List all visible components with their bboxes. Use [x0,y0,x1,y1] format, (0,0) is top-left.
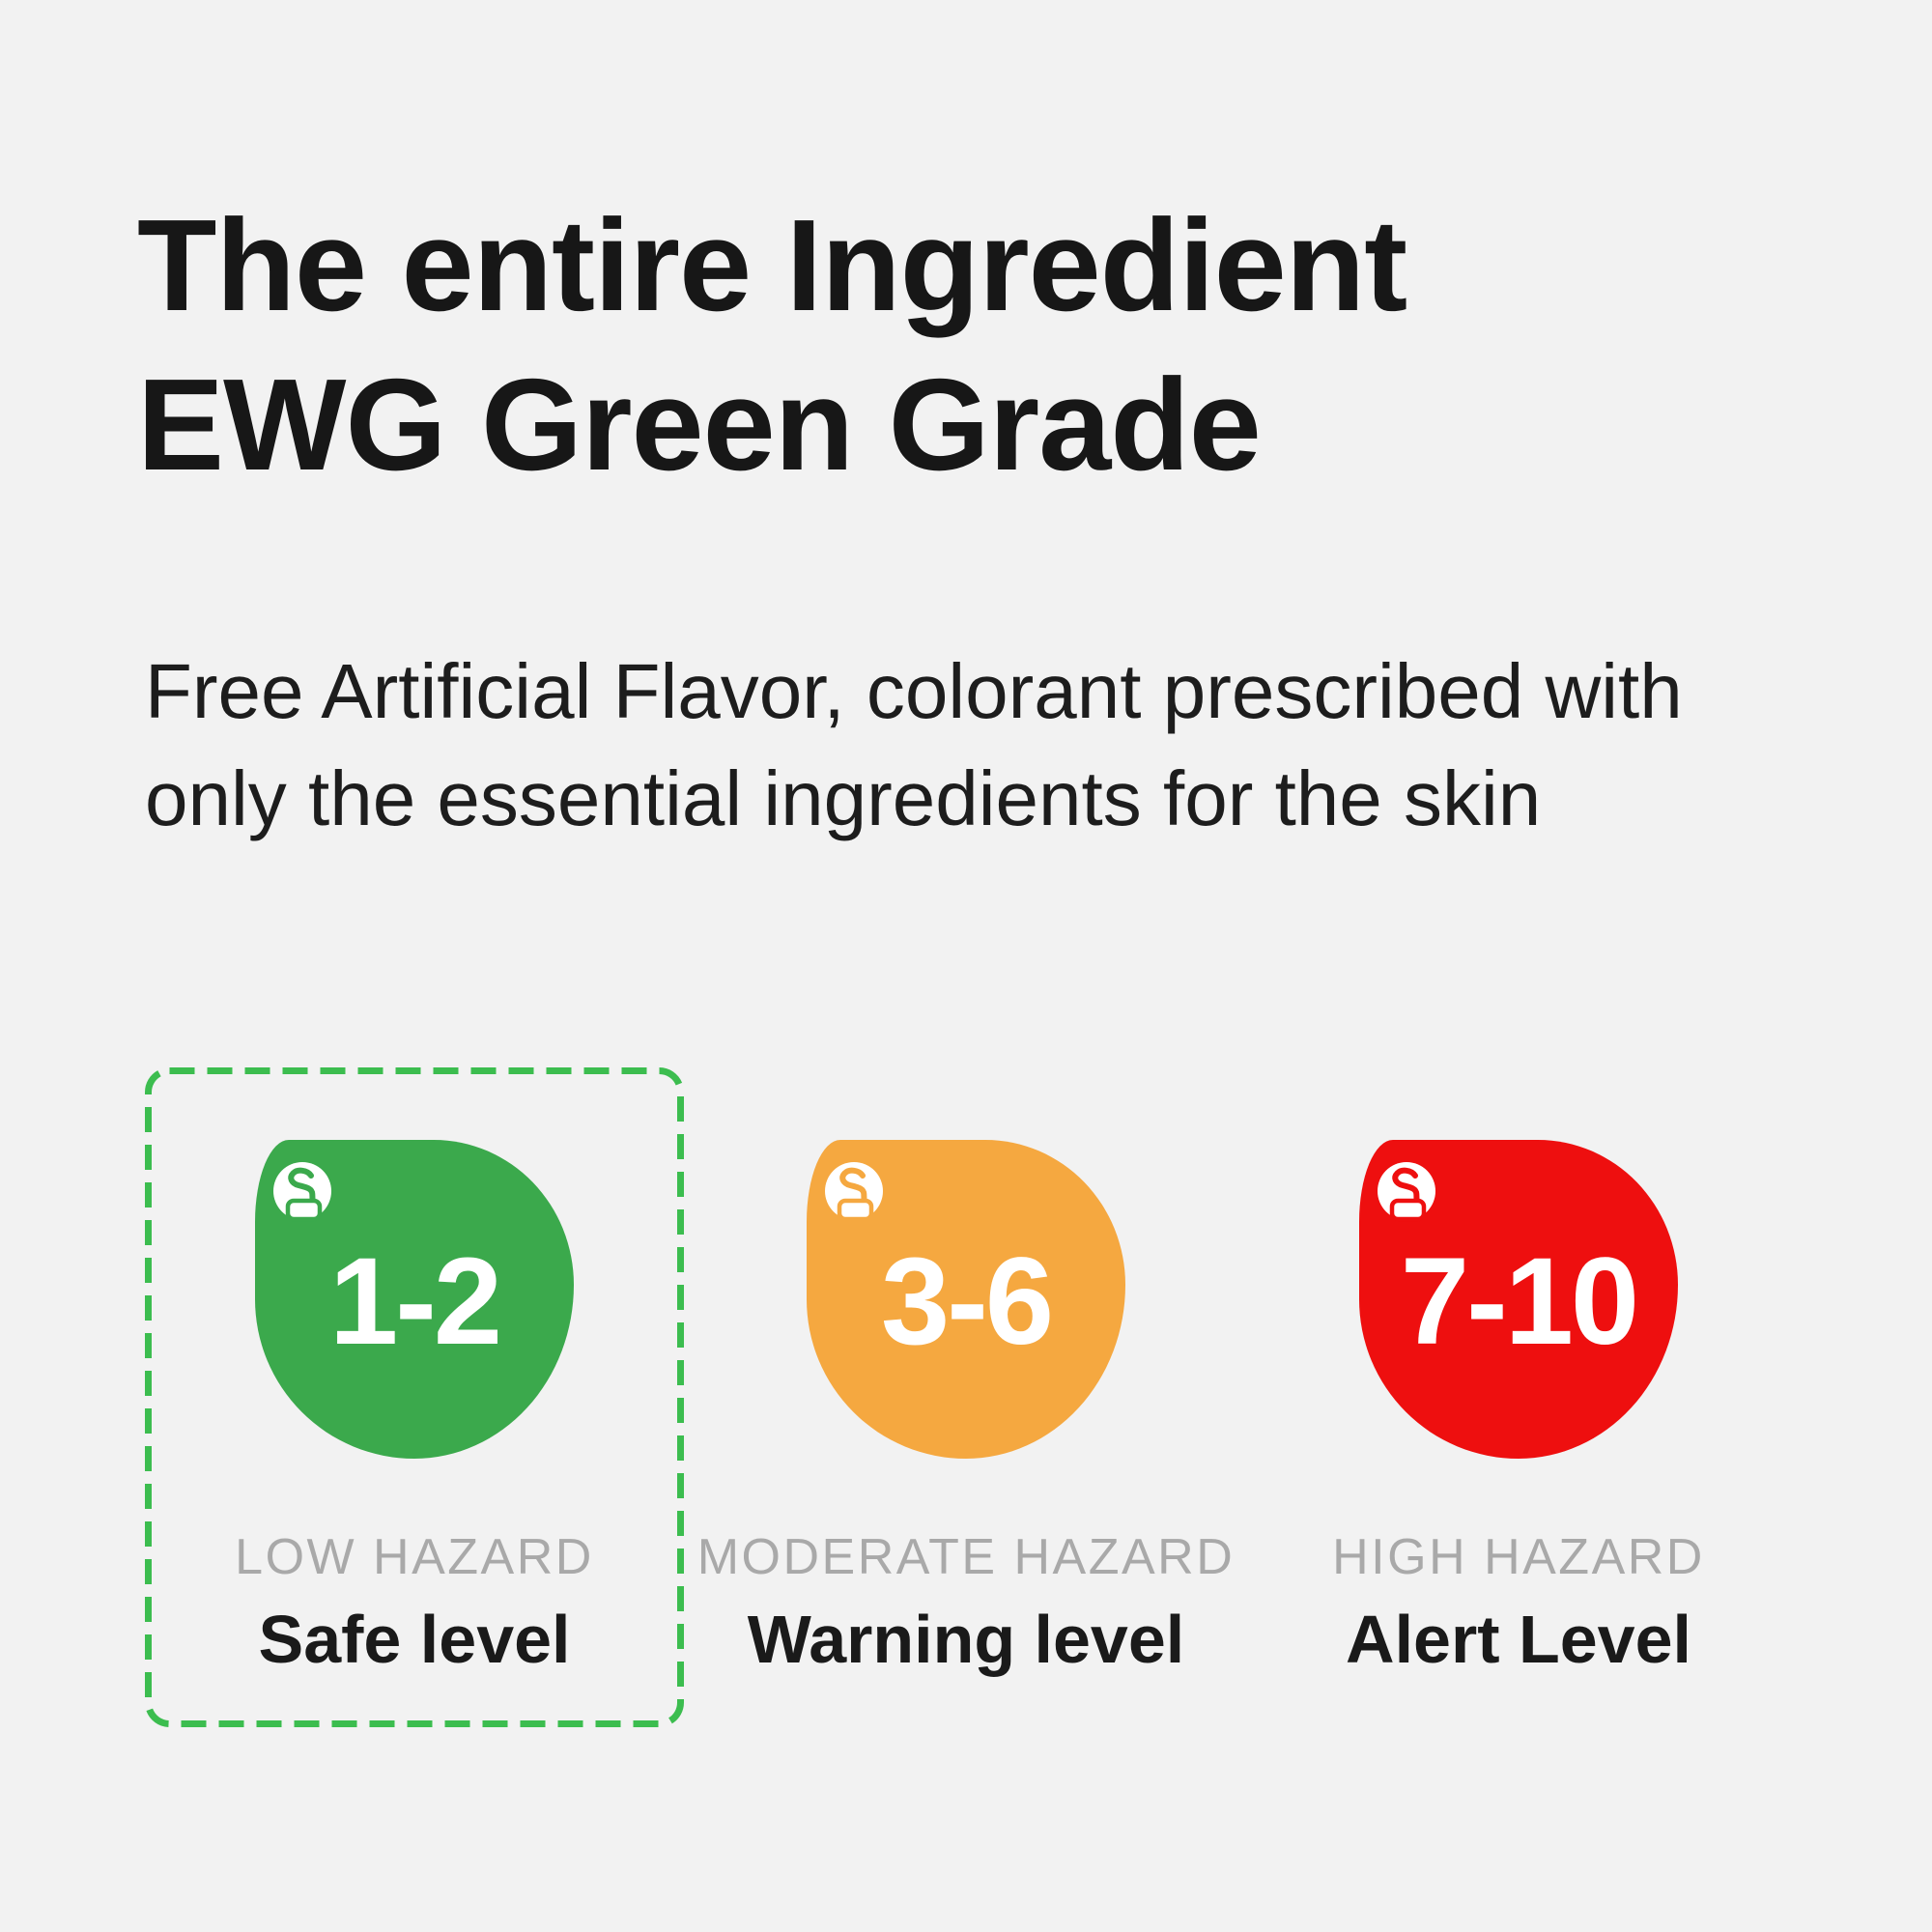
s-pot-logo-icon [825,1162,883,1222]
grade-card-high-hazard: 7-10 HIGH HAZARD Alert Level [1249,1067,1788,1727]
grade-range-value: 7-10 [1400,1233,1639,1371]
page-title-line2: EWG Green Grade [137,352,1262,497]
grade-card-moderate-hazard: 3-6 MODERATE HAZARD Warning level [696,1067,1236,1727]
page-subtitle-line2: only the essential ingredients for the s… [145,755,1542,841]
hazard-label: MODERATE HAZARD [696,1529,1236,1585]
grade-badge-low: 1-2 [255,1140,574,1459]
page-subtitle: Free Artificial Flavor, colorant prescri… [145,638,1683,852]
s-pot-logo-icon [1378,1162,1435,1222]
grade-badge-moderate: 3-6 [807,1140,1125,1459]
level-label: Warning level [747,1602,1185,1677]
grade-badge-high: 7-10 [1359,1140,1678,1459]
s-pot-logo-icon [273,1162,331,1222]
hazard-label: HIGH HAZARD [1332,1529,1705,1585]
hazard-label: LOW HAZARD [235,1529,594,1585]
grade-range-value: 3-6 [881,1233,1054,1371]
page-subtitle-line1: Free Artificial Flavor, colorant prescri… [145,648,1683,734]
grade-card-low-hazard: 1-2 LOW HAZARD Safe level [145,1067,684,1727]
page-title: The entire Ingredient EWG Green Grade [137,185,1407,504]
page-title-line1: The entire Ingredient [137,192,1407,338]
level-label: Safe level [258,1602,571,1677]
grade-range-value: 1-2 [329,1233,502,1371]
level-label: Alert Level [1346,1602,1691,1677]
